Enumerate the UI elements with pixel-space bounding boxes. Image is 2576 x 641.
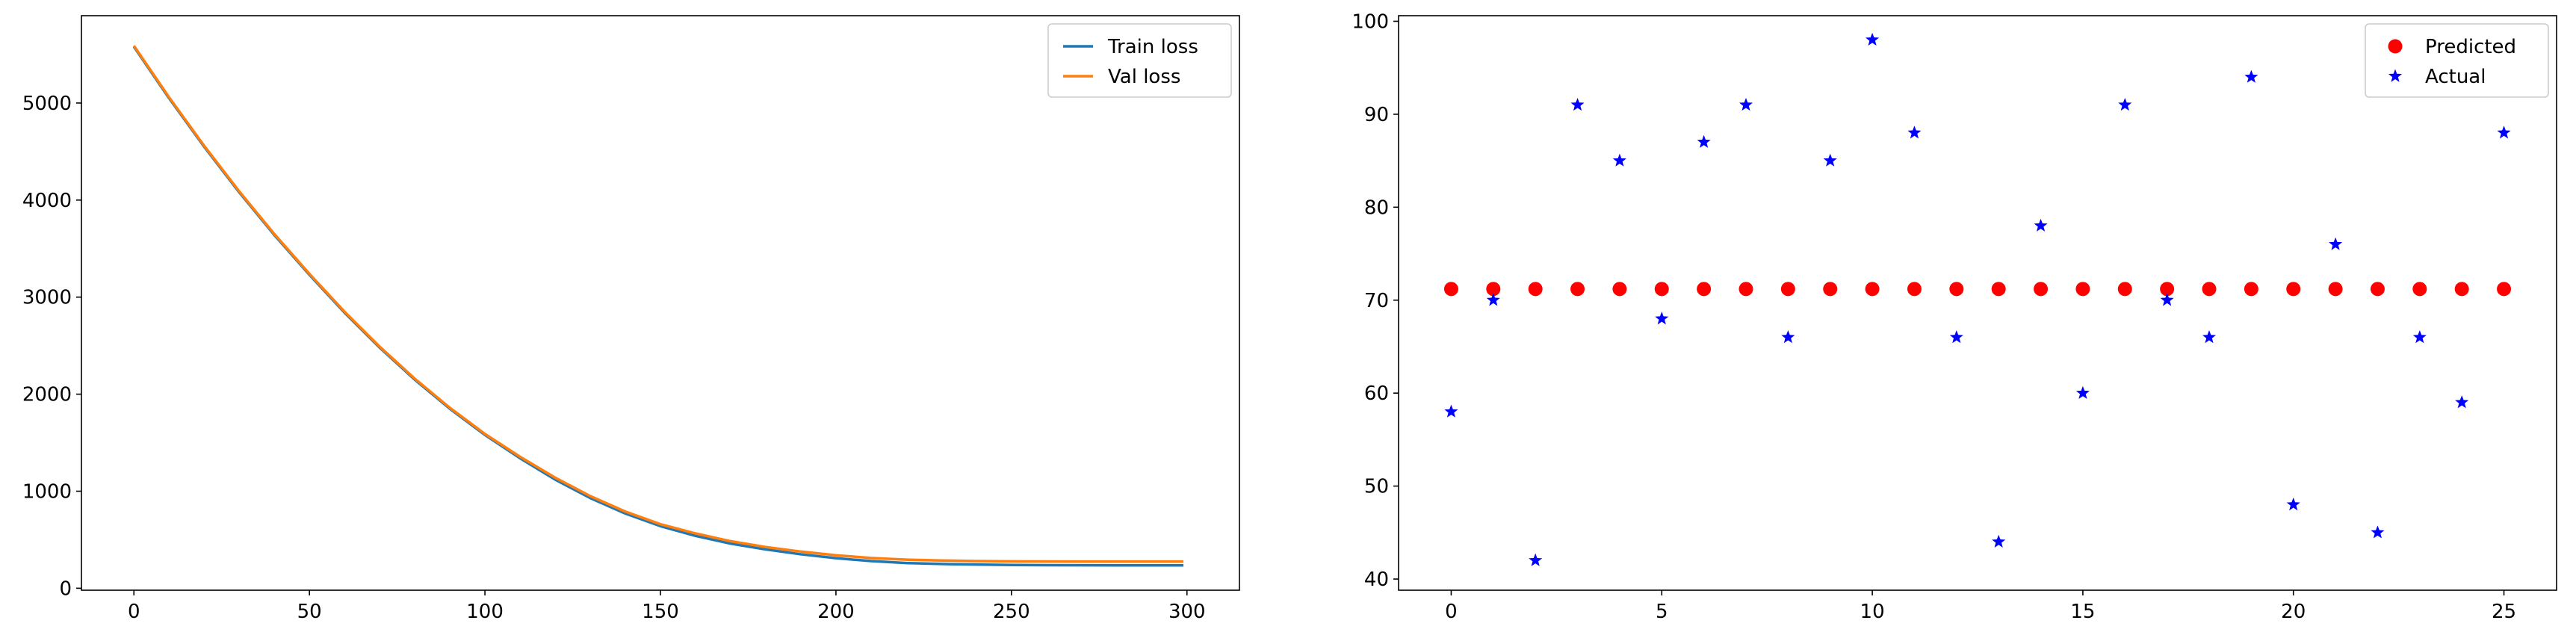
point-actual: [1781, 330, 1795, 344]
loss-x-tick-label: 150: [642, 601, 679, 623]
pred-y-tick-label: 90: [1364, 104, 1389, 126]
loss-legend: [1047, 23, 1232, 98]
point-predicted: [2370, 282, 2385, 297]
point-actual: [2034, 218, 2048, 232]
point-predicted: [2075, 282, 2090, 297]
pred-y-tick-label: 60: [1364, 383, 1389, 405]
pred-x-tick-label: 20: [2281, 601, 2306, 623]
pred-y-tick-label: 70: [1364, 290, 1389, 312]
point-actual: [2371, 525, 2385, 539]
point-actual: [1529, 553, 1543, 566]
point-predicted: [1486, 282, 1501, 297]
pred-y-tick-label: 100: [1352, 10, 1389, 33]
point-predicted: [2454, 282, 2469, 297]
point-predicted: [2244, 282, 2258, 297]
series-line-val-loss: [132, 45, 1184, 563]
point-actual: [1486, 293, 1500, 306]
point-actual: [1655, 312, 1669, 325]
point-predicted: [1907, 282, 1922, 297]
point-actual: [2455, 395, 2469, 409]
point-actual: [1949, 330, 1963, 344]
point-actual: [2286, 498, 2300, 511]
point-predicted: [1443, 282, 1458, 297]
pred-x-tick-label: 25: [2492, 601, 2516, 623]
loss-x-tick-label: 100: [466, 601, 504, 623]
point-predicted: [1612, 282, 1627, 297]
loss-y-tick-label: 1000: [22, 481, 72, 504]
pred-x-tick-label: 5: [1656, 601, 1668, 623]
loss-x-tick-label: 250: [993, 601, 1030, 623]
legend-label-predicted: Predicted: [2425, 36, 2516, 58]
point-actual: [1907, 126, 1922, 139]
loss-y-tick-label: 5000: [22, 93, 72, 115]
point-actual: [2075, 385, 2090, 399]
point-predicted: [2202, 282, 2217, 297]
point-predicted: [1739, 282, 1753, 297]
point-actual: [1739, 97, 1753, 111]
point-predicted: [2412, 282, 2427, 297]
point-actual: [2118, 97, 2132, 111]
pred-axes-frame: [1398, 15, 2557, 591]
point-predicted: [1570, 282, 1585, 297]
legend-handle-predicted: [2388, 39, 2403, 54]
pred-x-tick-label: 10: [1860, 601, 1885, 623]
point-predicted: [1865, 282, 1880, 297]
point-predicted: [1528, 282, 1543, 297]
loss-x-tick-label: 0: [128, 601, 140, 623]
prediction-chart: 0 5 10 15 20 25 40 50 60 70 80 90 100 Predicted Actual: [1352, 10, 2557, 623]
point-actual: [2160, 293, 2174, 306]
legend-label-train-loss: Train loss: [1107, 36, 1198, 58]
point-actual: [1823, 153, 1837, 167]
pred-x-tick-label: 0: [1445, 601, 1458, 623]
point-predicted: [2034, 282, 2049, 297]
loss-y-tick-label: 3000: [22, 287, 72, 309]
loss-x-tick-label: 50: [297, 601, 322, 623]
point-predicted: [2286, 282, 2301, 297]
legend-label-val-loss: Val loss: [1108, 66, 1180, 88]
point-actual: [2497, 126, 2511, 139]
loss-x-tick-label: 300: [1168, 601, 1206, 623]
point-predicted: [1949, 282, 1964, 297]
point-predicted: [1991, 282, 2006, 297]
point-actual: [2202, 330, 2217, 344]
loss-x-tick-label: 200: [817, 601, 855, 623]
point-predicted: [2328, 282, 2343, 297]
point-actual: [2329, 237, 2343, 250]
point-actual: [1444, 404, 1458, 418]
loss-y-tick-label: 4000: [22, 190, 72, 212]
legend-handle-actual: [2388, 69, 2403, 82]
point-actual: [1866, 32, 1880, 46]
loss-chart: 0 50 100 150 200 250 300010002000300040005000T…: [22, 15, 1240, 623]
point-predicted: [1823, 282, 1838, 297]
legend-label-actual: Actual: [2425, 66, 2486, 88]
pred-x-tick-label: 15: [2070, 601, 2095, 623]
loss-y-tick-label: 0: [59, 577, 72, 600]
point-actual: [2412, 330, 2427, 344]
point-actual: [1612, 153, 1626, 167]
pred-legend: [2365, 23, 2549, 98]
point-predicted: [1780, 282, 1795, 297]
point-actual: [1697, 134, 1711, 148]
point-predicted: [1654, 282, 1669, 297]
point-actual: [1570, 97, 1585, 111]
point-predicted: [2117, 282, 2132, 297]
pred-y-tick-label: 40: [1364, 569, 1389, 591]
pred-y-tick-label: 80: [1364, 196, 1389, 219]
point-actual: [1992, 534, 2006, 548]
pred-y-tick-label: 50: [1364, 476, 1389, 498]
loss-y-tick-label: 2000: [22, 384, 72, 406]
point-actual: [2244, 69, 2258, 83]
point-predicted: [2160, 282, 2175, 297]
point-predicted: [1697, 282, 1712, 297]
point-predicted: [2497, 282, 2512, 297]
